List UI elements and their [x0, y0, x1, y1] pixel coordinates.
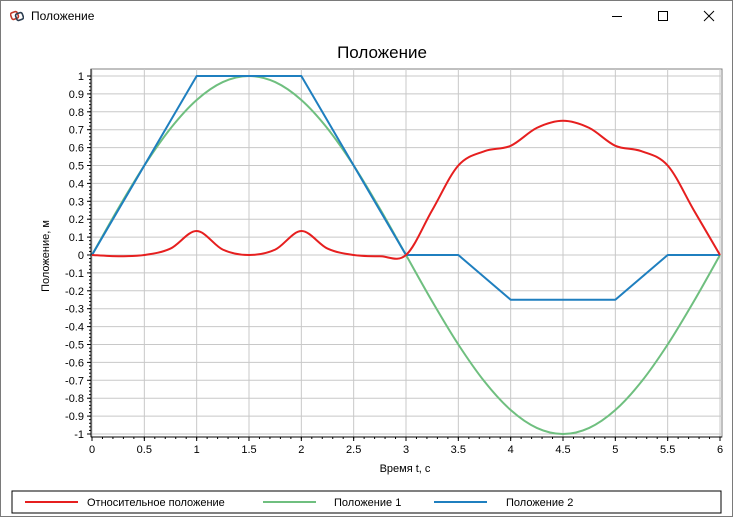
chart-title: Положение [337, 43, 427, 62]
y-tick-label: -0.2 [65, 286, 84, 298]
minimize-button[interactable] [594, 1, 640, 31]
x-tick-label: 2 [298, 444, 304, 456]
series-line-1 [91, 119, 721, 260]
y-tick-label: -0.6 [65, 357, 84, 369]
axes: 0 0.5 1 1.5 2 2.5 3 3.5 4 4.5 5 5.5 6 1 0.9 0.8 0.7 0.6 0.… [65, 69, 723, 456]
y-tick-label: -0.3 [65, 304, 84, 316]
grid [90, 68, 723, 438]
x-tick-label: 0 [89, 444, 95, 456]
x-tick-label: 4 [508, 444, 514, 456]
x-tick-label: 2.5 [346, 444, 361, 456]
maximize-button[interactable] [640, 1, 686, 31]
y-axis-label: Положение, м [40, 220, 52, 292]
x-tick-label: 1 [194, 444, 200, 456]
y-tick-label: -0.1 [65, 268, 84, 280]
x-tick-label: 4.5 [555, 444, 570, 456]
series-lines [91, 75, 721, 435]
y-tick-label: 0 [78, 250, 84, 262]
legend-box [11, 490, 722, 514]
legend-label-1: Относительное положение [87, 497, 225, 509]
x-axis-label: Время t, c [380, 463, 431, 475]
y-tick-label: 0.1 [69, 232, 84, 244]
close-icon [703, 10, 715, 22]
y-tick-label: -0.7 [65, 375, 84, 387]
legend-label-3: Положение 2 [506, 497, 573, 509]
y-tick-label: 0.9 [69, 89, 84, 101]
y-tick-label: 0.2 [69, 214, 84, 226]
minimize-icon [612, 16, 622, 17]
y-tick-label: -1 [74, 429, 84, 441]
y-tick-label: -0.8 [65, 393, 84, 405]
y-tick-label: 0.4 [69, 178, 84, 190]
y-tick-label: -0.5 [65, 340, 84, 352]
y-tick-label: 0.3 [69, 196, 84, 208]
position-chart: Положение 0 0.5 1 1.5 2 2.5 3 3.5 4 4.5 5 5.5 610.90… [11, 43, 723, 514]
y-tick-label: -0.4 [65, 322, 84, 334]
y-tick-label: -0.9 [65, 411, 84, 423]
x-tick-label: 3 [403, 444, 409, 456]
y-tick-label: 0.6 [69, 143, 84, 155]
x-tick-label: 0.5 [137, 444, 152, 456]
x-tick-label: 5 [612, 444, 618, 456]
title-bar[interactable]: Положение [1, 1, 732, 31]
y-tick-label: 1 [78, 71, 84, 83]
app-icon [10, 10, 24, 22]
legend: Относительное положение Положение 1 Положе… [11, 490, 722, 514]
close-button[interactable] [686, 1, 732, 31]
maximize-icon [658, 11, 668, 21]
x-tick-label: 3.5 [451, 444, 466, 456]
y-tick-label: 0.8 [69, 107, 84, 119]
y-tick-label: 0.5 [69, 161, 84, 173]
series-line-3 [91, 75, 720, 301]
window-title: Положение [31, 9, 95, 23]
x-tick-label: 6 [717, 444, 723, 456]
legend-label-2: Положение 1 [334, 497, 401, 509]
x-tick-label: 1.5 [241, 444, 256, 456]
chart-area: Положение 0 0.5 1 1.5 2 2.5 3 3.5 4 4.5 5 5.5 6 1 0.9 0… [1, 31, 732, 516]
x-tick-label: 5.5 [660, 444, 675, 456]
y-tick-label: 0.7 [69, 125, 84, 137]
